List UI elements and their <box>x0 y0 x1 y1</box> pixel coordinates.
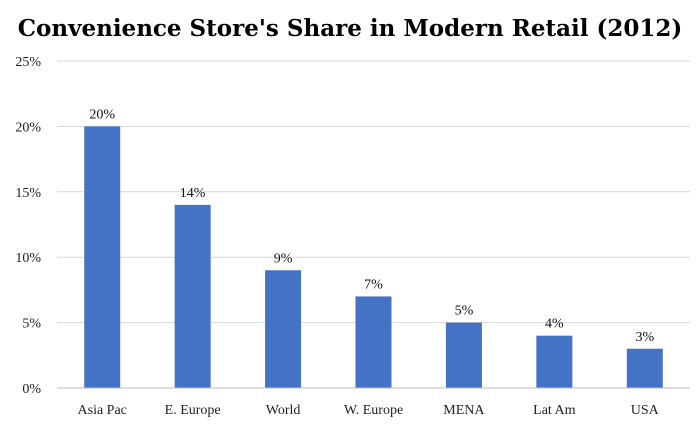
y-tick-label: 10% <box>15 251 41 266</box>
x-tick-label: Asia Pac <box>78 403 127 418</box>
bar <box>265 270 302 388</box>
x-tick-label: Lat Am <box>533 403 575 418</box>
bar <box>84 126 121 389</box>
y-tick-label: 20% <box>15 120 41 135</box>
x-tick-label: World <box>266 403 301 418</box>
y-tick-label: 5% <box>22 317 41 332</box>
chart-title: Convenience Store's Share in Modern Reta… <box>18 15 683 42</box>
x-axis-categories: Asia Pac E. Europe World W. Europe MENA Lat A… <box>78 403 660 418</box>
bar <box>445 322 482 388</box>
y-tick-label: 15% <box>15 186 41 201</box>
gridlines <box>57 60 690 324</box>
x-tick-label: USA <box>631 403 660 418</box>
y-axis-ticks: 0% 5% 10% 15% 20% 25% <box>15 55 41 397</box>
x-tick-label: W. Europe <box>344 403 403 418</box>
data-label: 3% <box>635 330 654 345</box>
bar <box>174 204 211 388</box>
y-tick-label: 0% <box>22 382 41 397</box>
data-label: 20% <box>89 107 115 122</box>
y-tick-label: 25% <box>15 55 41 70</box>
data-label: 5% <box>455 304 474 319</box>
bar <box>626 348 663 388</box>
data-label: 7% <box>364 277 383 292</box>
bars <box>84 126 663 389</box>
data-label: 14% <box>180 186 206 201</box>
data-label: 4% <box>545 317 564 332</box>
data-label: 9% <box>274 251 293 266</box>
x-tick-label: MENA <box>443 403 485 418</box>
bar <box>536 335 573 388</box>
bar <box>355 296 392 388</box>
x-tick-label: E. Europe <box>165 403 221 418</box>
data-labels: 20% 14% 9% 7% 5% 4% 3% <box>89 107 654 344</box>
